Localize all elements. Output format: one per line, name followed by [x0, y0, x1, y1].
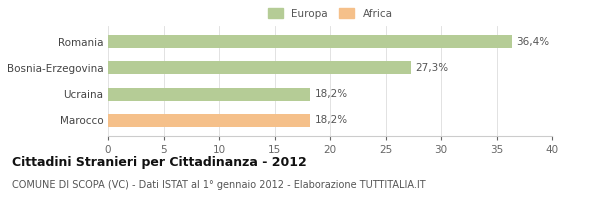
Bar [108, 61, 411, 74]
Text: 18,2%: 18,2% [314, 89, 347, 99]
Text: 18,2%: 18,2% [314, 115, 347, 125]
Text: 36,4%: 36,4% [517, 37, 550, 47]
Bar [108, 88, 310, 101]
Legend: Europa, Africa: Europa, Africa [268, 8, 392, 19]
Text: 27,3%: 27,3% [415, 63, 449, 73]
Text: Cittadini Stranieri per Cittadinanza - 2012: Cittadini Stranieri per Cittadinanza - 2… [12, 156, 307, 169]
Bar [108, 114, 310, 127]
Bar [108, 35, 512, 48]
Text: COMUNE DI SCOPA (VC) - Dati ISTAT al 1° gennaio 2012 - Elaborazione TUTTITALIA.I: COMUNE DI SCOPA (VC) - Dati ISTAT al 1° … [12, 180, 425, 190]
